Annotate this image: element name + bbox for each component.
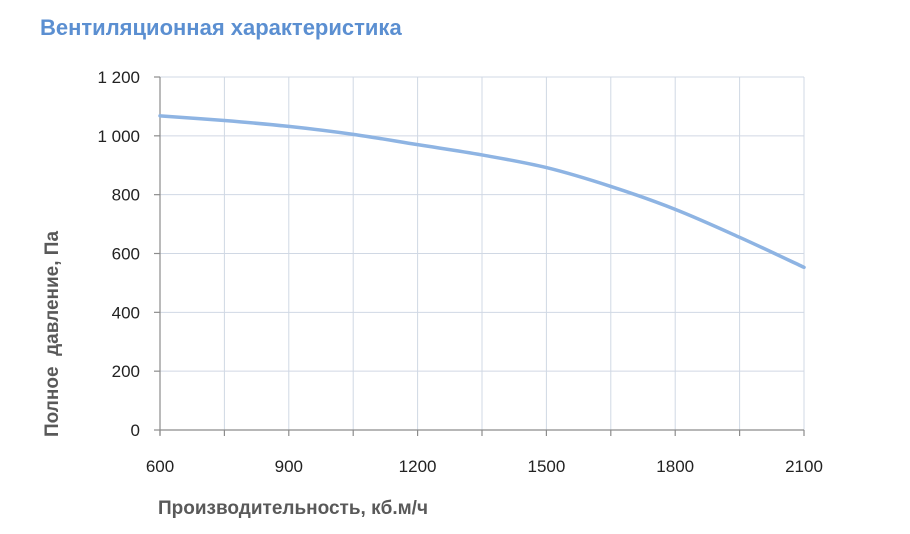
x-axis-title: Производительность, кб.м/ч xyxy=(158,498,428,519)
axis-layer xyxy=(154,76,805,436)
tick-labels: 0 200 400 600 800 1 000 1 200 600 900 1200 1500 180… xyxy=(97,68,822,476)
y-tick-label: 800 xyxy=(112,186,140,205)
x-tick-label: 900 xyxy=(275,457,303,476)
y-axis-title: Полное давление, Па xyxy=(42,231,63,437)
x-tick-label: 1800 xyxy=(656,457,694,476)
y-tick-label: 1 200 xyxy=(97,68,140,87)
y-tick-label: 400 xyxy=(112,303,140,322)
x-tick-label: 2100 xyxy=(785,457,823,476)
x-tick-label: 1500 xyxy=(527,457,565,476)
pressure-curve-line xyxy=(158,114,806,270)
chart-title: Вентиляционная характеристика xyxy=(40,15,402,40)
y-tick-label: 0 xyxy=(131,421,140,440)
y-tick-label: 1 000 xyxy=(97,127,140,146)
x-tick-label: 1200 xyxy=(399,457,437,476)
y-tick-label: 600 xyxy=(112,245,140,264)
y-tick-label: 200 xyxy=(112,362,140,381)
grid-layer xyxy=(160,76,805,430)
series-layer xyxy=(158,114,806,270)
x-tick-label: 600 xyxy=(146,457,174,476)
